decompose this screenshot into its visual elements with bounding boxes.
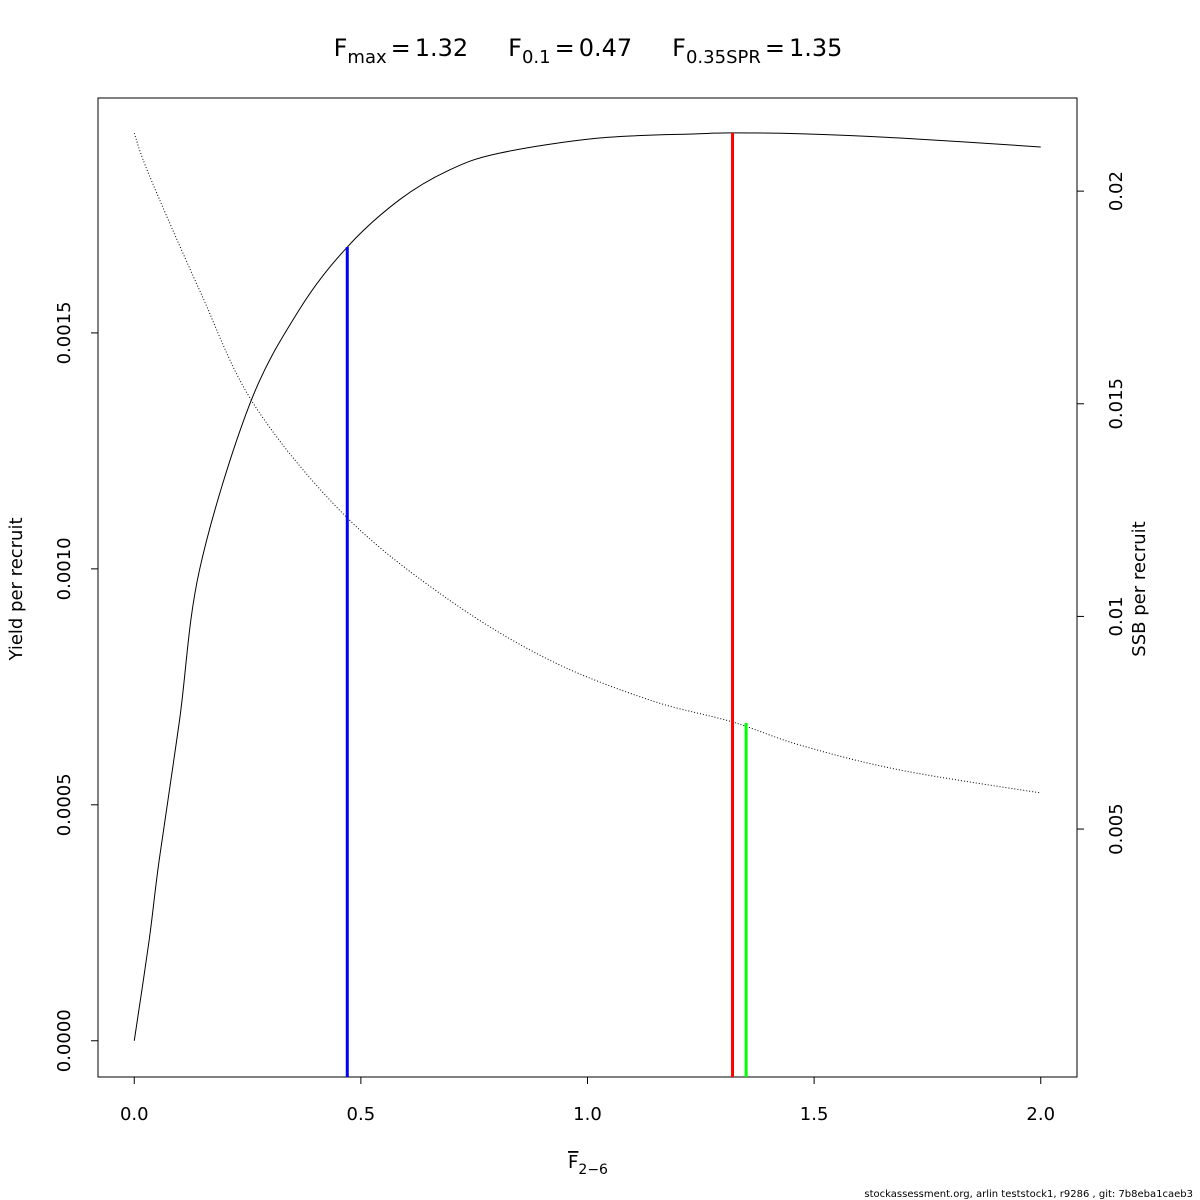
x-axis-label: F2−6 [568,1152,608,1178]
title-symbol: F [334,34,348,62]
x-tick-label: 1.0 [573,1104,602,1125]
y-axis-label: Yield per recruit [6,517,27,661]
chart-title: Fmax = 1.32 F0.1 = 0.47 F0.35SPR = 1.35 [334,34,843,68]
title-value: 1.35 [789,34,842,62]
y-tick-label: 0.0010 [54,537,75,600]
x-tick-label: 0.5 [347,1104,376,1125]
y2-tick-label: 0.005 [1106,803,1127,855]
title-operator: = [765,34,785,62]
title-subscript: 0.35SPR [686,47,761,68]
title-subscript: max [347,47,387,68]
x-tick-label: 1.5 [800,1104,829,1125]
y-tick-label: 0.0005 [54,773,75,836]
x-tick-label: 0.0 [120,1104,149,1125]
y-tick-label: 0.0000 [54,1009,75,1072]
y2-tick-label: 0.02 [1106,171,1127,211]
y2-tick-label: 0.01 [1106,596,1127,636]
y2-tick-label: 0.015 [1106,378,1127,430]
x-tick-label: 2.0 [1026,1104,1055,1125]
title-operator: = [555,34,575,62]
footer: stockassessment.org, arlin teststock1, r… [864,1189,1193,1200]
title-symbol: F [672,34,686,62]
title-symbol: F [508,34,522,62]
title-value: 1.32 [415,34,468,62]
x-label-symbol: F [568,1152,578,1173]
curve [133,132,1041,1041]
curve [133,133,1041,794]
title-operator: = [391,34,411,62]
title-subscript: 0.1 [522,47,551,68]
x-label-subscript: 2−6 [578,1162,608,1178]
plot-frame [97,97,1078,1078]
title-value: 0.47 [579,34,632,62]
y-tick-label: 0.0015 [54,301,75,364]
y2-axis-label: SSB per recruit [1129,521,1150,656]
